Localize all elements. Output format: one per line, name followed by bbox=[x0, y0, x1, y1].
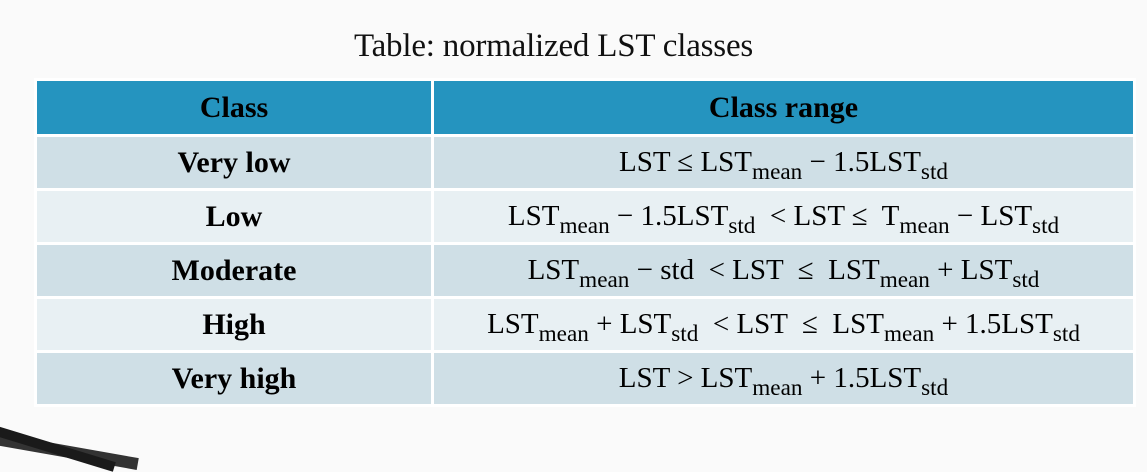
lst-classes-table: Class Class range Very low LST ≤ LSTmean… bbox=[34, 78, 1136, 407]
formula-subscript: mean bbox=[899, 213, 950, 240]
table-row: Moderate LSTmean − std < LST ≤ LSTmean +… bbox=[34, 242, 1136, 299]
formula-subscript: mean bbox=[579, 267, 630, 294]
range-formula-cell: LSTmean − std < LST ≤ LSTmean + LSTstd bbox=[431, 242, 1136, 299]
formula-text: − std < LST ≤ LST bbox=[629, 254, 880, 286]
header-class-range: Class range bbox=[431, 78, 1136, 137]
formula-subscript: mean bbox=[752, 375, 803, 402]
class-cell: Low bbox=[34, 188, 434, 245]
range-formula-cell: LSTmean + LSTstd < LST ≤ LSTmean + 1.5LS… bbox=[431, 296, 1136, 353]
class-cell: Very low bbox=[34, 134, 434, 191]
formula-text: < LST ≤ T bbox=[755, 200, 900, 232]
class-cell: High bbox=[34, 296, 434, 353]
formula-subscript: std bbox=[1052, 321, 1080, 348]
table-body: Very low LST ≤ LSTmean − 1.5LSTstd Low L… bbox=[34, 134, 1136, 407]
formula-text: + 1.5LST bbox=[934, 308, 1053, 340]
formula-text: LST ≤ LST bbox=[619, 146, 753, 178]
header-row: Class Class range bbox=[34, 78, 1136, 137]
formula-text: < LST ≤ LST bbox=[698, 308, 884, 340]
class-cell: Very high bbox=[34, 350, 434, 407]
formula-text: − 1.5LST bbox=[802, 146, 921, 178]
formula-text: − LST bbox=[949, 200, 1033, 232]
formula-subscript: std bbox=[920, 159, 948, 186]
table-row: Low LSTmean − 1.5LSTstd < LST ≤ Tmean − … bbox=[34, 188, 1136, 245]
formula-text: + LST bbox=[588, 308, 672, 340]
formula-subscript: mean bbox=[883, 321, 935, 348]
header-class: Class bbox=[34, 78, 434, 137]
range-formula-cell: LST ≤ LSTmean − 1.5LSTstd bbox=[431, 134, 1136, 191]
formula-subscript: std bbox=[671, 321, 699, 348]
formula-text: LST > LST bbox=[618, 362, 753, 394]
formula-subscript: mean bbox=[559, 213, 610, 240]
range-formula-cell: LST > LSTmean + 1.5LSTstd bbox=[431, 350, 1136, 407]
table-row: Very high LST > LSTmean + 1.5LSTstd bbox=[34, 350, 1136, 407]
formula-subscript: mean bbox=[879, 267, 930, 294]
table-row: High LSTmean + LSTstd < LST ≤ LSTmean + … bbox=[34, 296, 1136, 353]
formula-text: + 1.5LST bbox=[802, 362, 922, 394]
formula-subscript: std bbox=[1012, 267, 1040, 294]
formula-subscript: mean bbox=[538, 321, 589, 348]
formula-text: LST bbox=[527, 254, 580, 286]
table-caption: Table: normalized LST classes bbox=[353, 28, 754, 64]
formula-text: LST bbox=[507, 200, 560, 232]
formula-text: − 1.5LST bbox=[609, 200, 729, 232]
formula-text: + LST bbox=[929, 254, 1013, 286]
range-formula-cell: LSTmean − 1.5LSTstd < LST ≤ Tmean − LSTs… bbox=[431, 188, 1136, 245]
formula-subscript: std bbox=[1032, 213, 1060, 240]
formula-text: LST bbox=[487, 308, 539, 340]
formula-subscript: std bbox=[921, 375, 949, 402]
formula-subscript: std bbox=[728, 213, 756, 240]
class-cell: Moderate bbox=[34, 242, 434, 299]
formula-subscript: mean bbox=[752, 159, 803, 186]
table-row: Very low LST ≤ LSTmean − 1.5LSTstd bbox=[34, 134, 1136, 191]
